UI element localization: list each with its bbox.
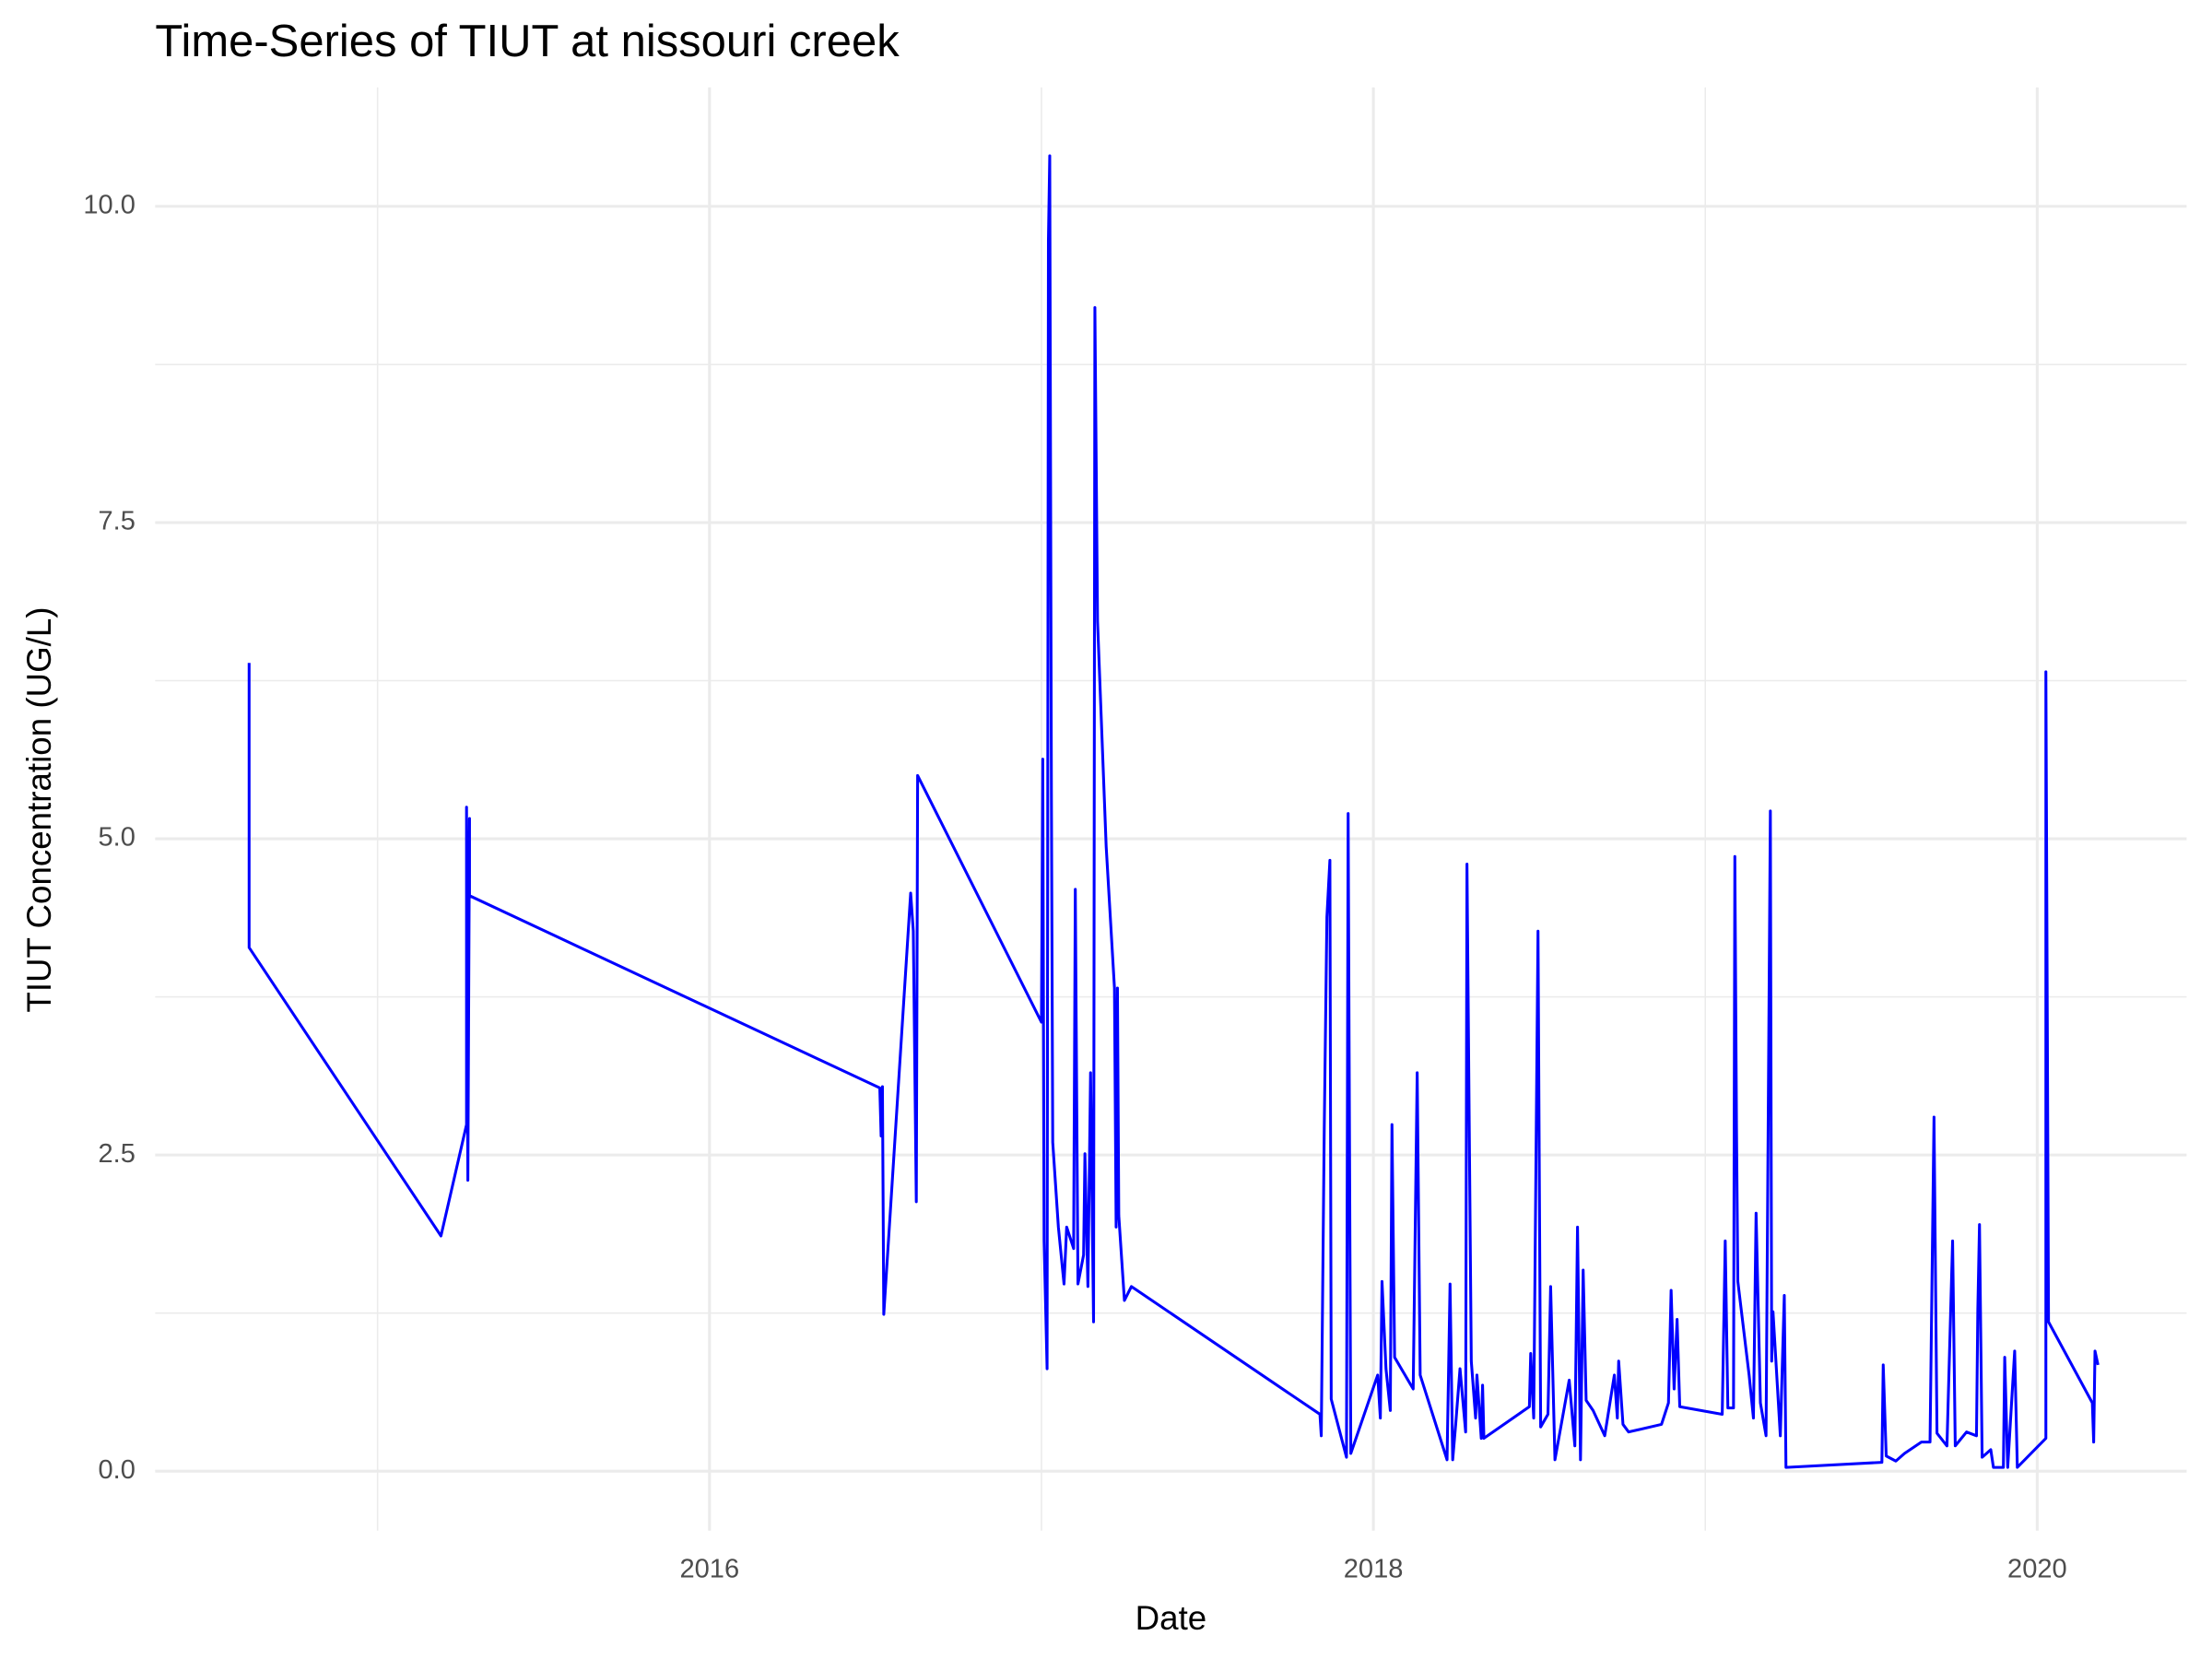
x-axis-title: Date bbox=[1135, 1599, 1207, 1637]
y-tick-label: 2.5 bbox=[99, 1139, 135, 1169]
x-tick-label: 2020 bbox=[2007, 1554, 2067, 1583]
y-tick-label: 10.0 bbox=[83, 191, 135, 220]
y-axis-title: TIUT Concentration (UG/L) bbox=[20, 607, 58, 1013]
y-tick-label: 7.5 bbox=[99, 507, 135, 536]
data-line bbox=[247, 154, 2100, 1469]
y-tick-label: 5.0 bbox=[99, 823, 135, 853]
chart-title: Time-Series of TIUT at nissouri creek bbox=[155, 17, 900, 66]
x-tick-label: 2016 bbox=[679, 1554, 739, 1583]
y-tick-label: 0.0 bbox=[99, 1455, 135, 1485]
x-tick-label: 2018 bbox=[1344, 1554, 1404, 1583]
